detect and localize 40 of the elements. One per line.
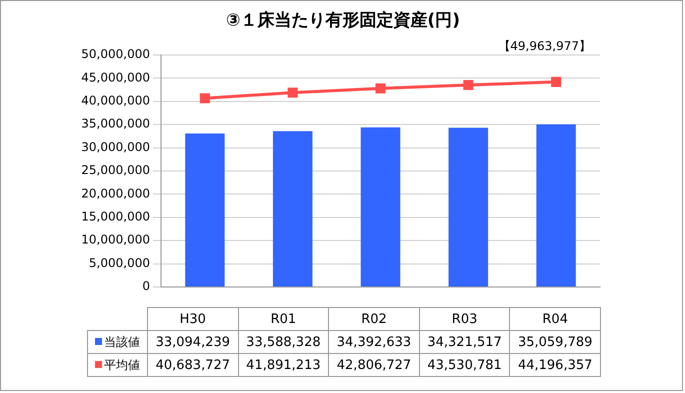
data-label: 34,392,633	[328, 330, 420, 354]
x-tick-label: R02	[328, 308, 420, 330]
x-tick-label: H30	[148, 308, 238, 330]
y-tick-label: 30,000,000	[81, 140, 150, 154]
data-label: 33,588,328	[238, 330, 329, 354]
text: 【49,963,977】	[498, 39, 591, 54]
chart-title: ③１床当たり有形固定資産(円)	[226, 10, 460, 30]
y-tick-label: 0	[142, 279, 150, 294]
point	[375, 83, 386, 94]
data-label: 34,321,517	[419, 330, 510, 354]
data-label: 33,094,239	[148, 330, 238, 354]
data-label: 44,196,357	[510, 354, 600, 376]
y-tick-label: 45,000,000	[81, 70, 150, 84]
data-label: 43,530,781	[419, 354, 510, 376]
y-tick-label: 50,000,000	[81, 47, 150, 62]
data-label: 41,891,213	[238, 354, 329, 376]
point	[551, 76, 562, 87]
bar	[185, 133, 225, 286]
y-tick-label: 5,000,000	[88, 256, 150, 270]
x-tick-label: R03	[419, 308, 510, 330]
point	[288, 88, 298, 98]
bar	[536, 124, 576, 286]
x-tick-label: R04	[510, 308, 600, 330]
point	[200, 93, 210, 104]
y-tick-label: 40,000,000	[81, 94, 150, 108]
x-tick-label: R01	[238, 308, 329, 330]
bar	[360, 127, 400, 286]
legend-label: 当該値	[104, 334, 140, 348]
data-label: 35,059,789	[510, 330, 600, 354]
y-tick-label: 10,000,000	[81, 232, 150, 247]
y-tick-label: 25,000,000	[81, 163, 150, 178]
data-label: 42,806,727	[328, 354, 420, 376]
bar	[272, 131, 312, 286]
legend-label: 平均値	[104, 358, 140, 372]
data-label: 40,683,727	[148, 354, 238, 376]
y-tick-label: 20,000,000	[81, 186, 150, 200]
bar	[448, 128, 488, 286]
y-tick-label: 15,000,000	[81, 210, 150, 224]
point	[463, 80, 474, 90]
y-tick-label: 35,000,000	[81, 116, 150, 131]
